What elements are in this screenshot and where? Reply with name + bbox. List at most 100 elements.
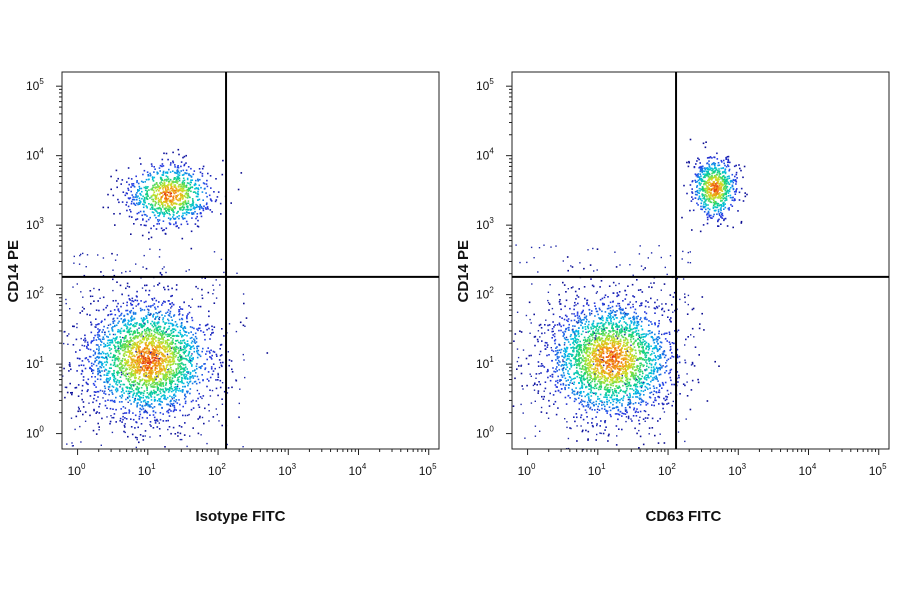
data-point xyxy=(191,316,193,319)
data-point xyxy=(143,382,145,385)
data-point xyxy=(594,383,596,386)
data-point xyxy=(184,334,186,336)
data-point xyxy=(106,377,108,380)
data-point xyxy=(178,376,181,378)
data-point xyxy=(152,340,154,342)
data-point xyxy=(130,390,133,393)
data-point xyxy=(180,183,182,186)
data-point xyxy=(116,336,118,338)
data-point xyxy=(87,383,89,386)
data-point xyxy=(154,368,156,371)
data-point xyxy=(100,363,103,365)
data-point xyxy=(165,206,167,208)
data-point xyxy=(148,294,150,296)
data-point xyxy=(103,381,105,383)
data-point xyxy=(605,336,608,339)
data-point xyxy=(115,351,118,353)
data-point xyxy=(211,354,213,357)
data-point xyxy=(587,337,589,339)
data-point xyxy=(181,318,184,321)
data-point xyxy=(131,216,133,218)
data-point xyxy=(132,196,134,198)
data-point xyxy=(155,186,158,188)
data-point xyxy=(209,338,211,340)
data-point xyxy=(182,405,184,408)
data-point xyxy=(144,328,146,331)
data-point xyxy=(125,375,127,378)
data-point xyxy=(128,380,130,383)
data-point xyxy=(72,286,74,288)
data-point xyxy=(158,301,160,303)
data-point xyxy=(186,205,189,207)
data-point xyxy=(605,338,607,340)
data-point xyxy=(157,370,159,373)
data-point xyxy=(646,318,648,321)
data-point xyxy=(595,363,598,366)
data-point xyxy=(109,422,111,425)
data-point xyxy=(144,322,146,325)
data-point xyxy=(585,411,588,414)
data-point xyxy=(91,295,94,297)
data-point xyxy=(641,291,644,293)
data-point xyxy=(644,352,647,354)
data-point xyxy=(79,349,81,351)
data-point xyxy=(613,342,616,345)
data-point xyxy=(86,254,89,256)
data-point xyxy=(583,383,586,386)
data-point xyxy=(145,315,148,318)
data-point xyxy=(127,392,129,395)
data-point xyxy=(126,345,128,347)
data-point xyxy=(151,194,154,197)
data-point xyxy=(159,199,161,201)
data-point xyxy=(110,339,112,342)
data-point xyxy=(113,274,116,277)
data-point xyxy=(180,196,182,199)
data-point xyxy=(77,410,79,413)
data-point xyxy=(244,376,246,379)
data-point xyxy=(572,390,574,392)
data-point xyxy=(138,199,141,202)
data-point xyxy=(112,416,115,419)
data-point xyxy=(96,323,99,326)
data-point xyxy=(148,178,150,181)
data-point xyxy=(623,391,626,393)
data-point xyxy=(188,332,190,334)
data-point xyxy=(182,187,185,190)
data-point xyxy=(93,384,96,386)
data-point xyxy=(549,375,552,377)
data-point xyxy=(139,379,141,381)
data-point xyxy=(594,315,596,317)
data-point xyxy=(138,363,140,366)
data-point xyxy=(130,426,133,428)
data-point xyxy=(609,386,612,389)
data-point xyxy=(146,401,149,403)
data-point xyxy=(166,212,169,214)
data-point xyxy=(104,345,107,348)
data-point xyxy=(187,353,190,356)
data-point xyxy=(169,380,171,383)
data-point xyxy=(128,368,131,371)
data-point xyxy=(156,350,158,352)
data-point xyxy=(628,363,631,365)
data-point xyxy=(537,361,540,363)
x-tick-label: 104 xyxy=(349,462,367,478)
data-point xyxy=(84,367,87,370)
data-point xyxy=(107,377,109,380)
data-point xyxy=(151,355,154,357)
data-point xyxy=(195,400,198,402)
data-point xyxy=(143,379,146,381)
x-axis-label: Isotype FITC xyxy=(196,508,286,525)
data-point xyxy=(94,380,97,383)
data-point xyxy=(172,374,175,376)
data-point xyxy=(528,301,531,304)
data-point xyxy=(141,287,144,289)
data-point xyxy=(595,378,597,380)
data-point xyxy=(179,403,181,406)
data-point xyxy=(168,348,171,351)
data-point xyxy=(639,394,641,397)
data-point xyxy=(703,329,705,331)
data-point xyxy=(84,334,86,337)
data-point xyxy=(105,374,108,376)
data-point xyxy=(168,373,171,376)
data-point xyxy=(166,200,168,202)
